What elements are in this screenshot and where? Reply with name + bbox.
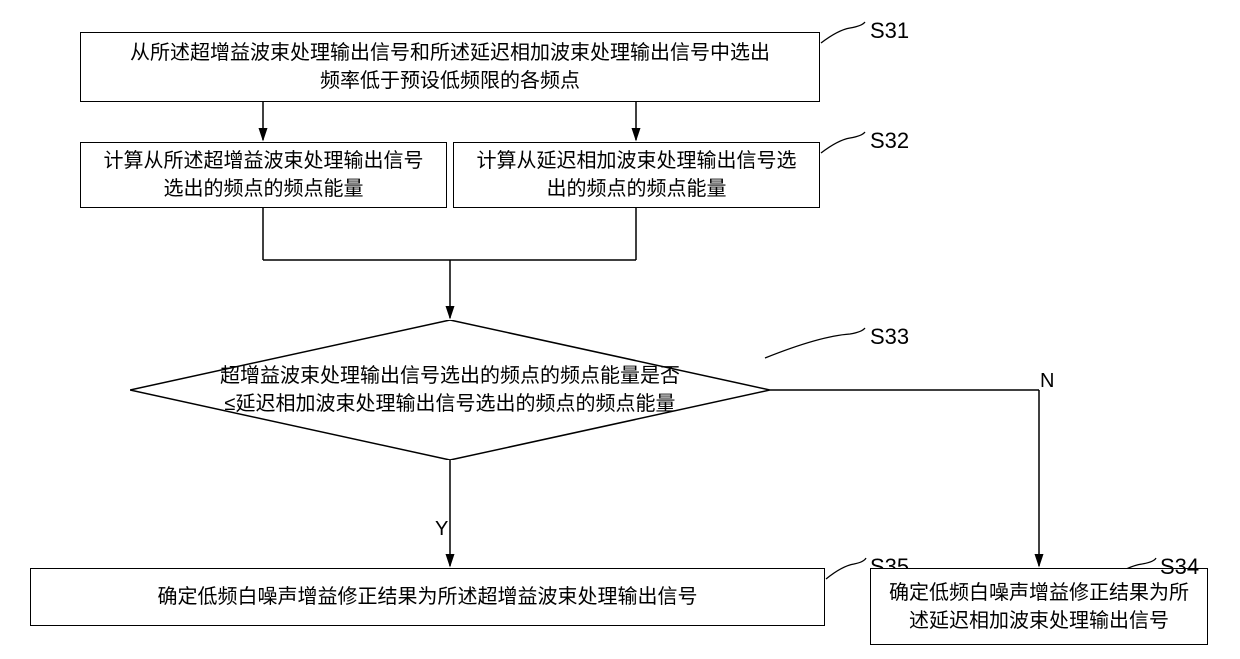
- step-s32-right-text: 计算从延迟相加波束处理输出信号选 出的频点的频点能量: [477, 147, 797, 203]
- step-s31-text: 从所述超增益波束处理输出信号和所述延迟相加波束处理输出信号中选出 频率低于预设低…: [130, 39, 770, 95]
- step-s32-label: S32: [870, 128, 909, 154]
- branch-no-label: N: [1040, 370, 1054, 393]
- step-s34-text: 确定低频白噪声增益修正结果为所 述延迟相加波束处理输出信号: [889, 579, 1189, 635]
- step-s32-left-text: 计算从所述超增益波束处理输出信号 选出的频点的频点能量: [104, 147, 424, 203]
- step-s34-label: S34: [1160, 554, 1199, 580]
- step-s31-label: S31: [870, 18, 909, 44]
- step-s33-text: 超增益波束处理输出信号选出的频点的频点能量是否 ≤延迟相加波束处理输出信号选出的…: [220, 362, 680, 418]
- step-s33-label: S33: [870, 324, 909, 350]
- step-s32-right-box: 计算从延迟相加波束处理输出信号选 出的频点的频点能量: [453, 142, 820, 208]
- step-s33-diamond: 超增益波束处理输出信号选出的频点的频点能量是否 ≤延迟相加波束处理输出信号选出的…: [130, 320, 770, 460]
- step-s34-box: 确定低频白噪声增益修正结果为所 述延迟相加波束处理输出信号: [870, 568, 1208, 645]
- step-s35-text: 确定低频白噪声增益修正结果为所述超增益波束处理输出信号: [158, 583, 698, 611]
- step-s35-box: 确定低频白噪声增益修正结果为所述超增益波束处理输出信号: [30, 568, 825, 626]
- branch-yes-label: Y: [435, 518, 448, 541]
- step-s31-box: 从所述超增益波束处理输出信号和所述延迟相加波束处理输出信号中选出 频率低于预设低…: [80, 32, 820, 102]
- step-s32-left-box: 计算从所述超增益波束处理输出信号 选出的频点的频点能量: [80, 142, 447, 208]
